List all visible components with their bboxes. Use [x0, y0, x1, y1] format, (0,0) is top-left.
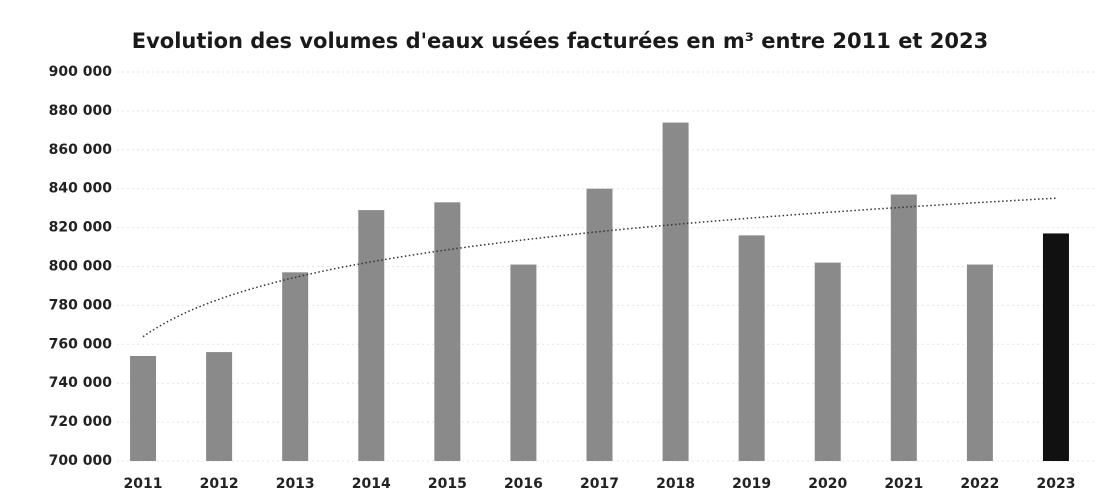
bar [1042, 233, 1069, 461]
y-tick-label: 760 000 [49, 336, 113, 352]
x-tick-label: 2019 [732, 476, 771, 492]
x-tick-label: 2016 [504, 476, 543, 492]
x-tick-label: 2015 [428, 476, 467, 492]
y-tick-label: 740 000 [49, 375, 113, 391]
y-tick-label: 720 000 [49, 414, 113, 430]
bar [130, 355, 157, 461]
x-tick-label: 2011 [124, 476, 163, 492]
bar [890, 194, 917, 461]
bar [738, 235, 765, 461]
y-tick-label: 900 000 [49, 64, 113, 80]
bar [206, 352, 233, 461]
y-tick-label: 800 000 [49, 259, 113, 275]
bar [510, 264, 537, 461]
x-tick-label: 2013 [276, 476, 315, 492]
x-tick-label: 2021 [884, 476, 923, 492]
y-tick-label: 860 000 [49, 142, 113, 158]
bar [966, 264, 993, 461]
chart-title: Evolution des volumes d'eaux usées factu… [132, 29, 988, 53]
bar [282, 272, 309, 461]
x-tick-label: 2018 [656, 476, 695, 492]
bar [434, 202, 461, 461]
trend-line [142, 197, 1057, 338]
x-tick-label: 2023 [1036, 476, 1075, 492]
y-tick-label: 780 000 [49, 297, 113, 313]
bar [586, 188, 613, 461]
x-tick-label: 2012 [200, 476, 239, 492]
y-tick-label: 840 000 [49, 181, 113, 197]
y-tick-label: 700 000 [49, 453, 113, 469]
bar [662, 122, 689, 461]
y-tick-label: 820 000 [49, 220, 113, 236]
x-tick-label: 2014 [352, 476, 391, 492]
x-tick-label: 2022 [960, 476, 999, 492]
bar [814, 262, 841, 461]
x-tick-label: 2020 [808, 476, 847, 492]
y-tick-label: 880 000 [49, 103, 113, 119]
x-tick-label: 2017 [580, 476, 619, 492]
bar [358, 210, 385, 461]
